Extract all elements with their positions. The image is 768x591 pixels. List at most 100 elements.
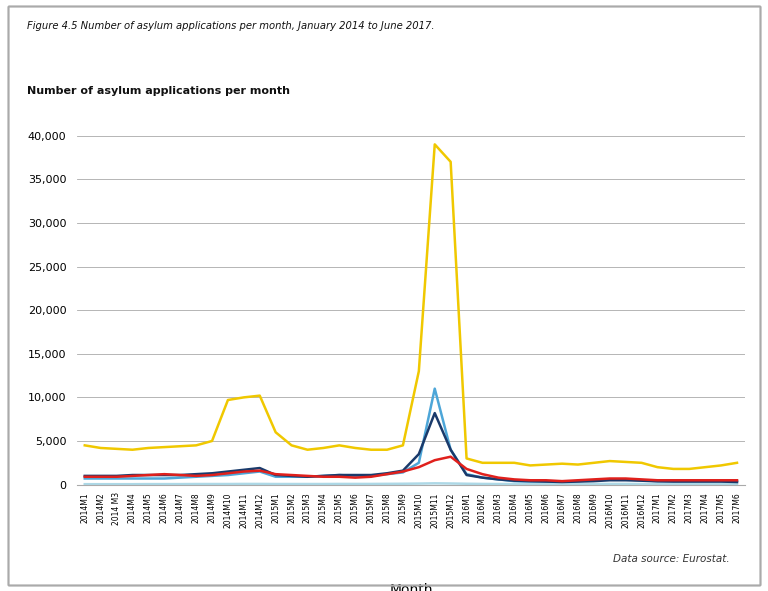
NO — [637, 477, 646, 484]
SE — [653, 463, 662, 470]
NO — [271, 472, 280, 479]
IS — [717, 480, 726, 488]
NO — [669, 478, 678, 485]
NO — [525, 478, 535, 485]
NO — [112, 472, 121, 479]
IS — [700, 480, 710, 488]
IS — [127, 480, 137, 488]
IS — [589, 480, 598, 488]
SE — [414, 368, 423, 375]
IS — [430, 480, 439, 487]
DK — [319, 473, 328, 480]
FI — [176, 474, 185, 481]
DK — [382, 470, 392, 478]
DK — [207, 472, 217, 479]
FI — [717, 478, 726, 485]
FI — [621, 476, 631, 483]
NO — [223, 468, 233, 475]
FI — [494, 476, 503, 483]
FI — [223, 472, 233, 479]
NO — [700, 478, 710, 485]
IS — [669, 480, 678, 488]
Text: Figure 4.5 Number of asylum applications per month, January 2014 to June 2017.: Figure 4.5 Number of asylum applications… — [27, 21, 435, 31]
NO — [446, 446, 455, 453]
IS — [287, 480, 296, 488]
SE — [271, 428, 280, 436]
IS — [160, 480, 169, 488]
DK — [399, 468, 408, 475]
DK — [350, 474, 359, 481]
DK — [223, 470, 233, 477]
SE — [127, 446, 137, 453]
FI — [430, 385, 439, 392]
IS — [382, 480, 392, 488]
NO — [240, 466, 249, 473]
IS — [414, 480, 423, 487]
SE — [335, 442, 344, 449]
SE — [430, 141, 439, 148]
NO — [350, 472, 359, 479]
SE — [399, 442, 408, 449]
SE — [303, 446, 312, 453]
FI — [478, 474, 487, 481]
DK — [96, 473, 105, 480]
SE — [80, 442, 89, 449]
SE — [717, 462, 726, 469]
NO — [96, 472, 105, 479]
IS — [176, 480, 185, 488]
DK — [717, 477, 726, 484]
NO — [685, 478, 694, 485]
IS — [366, 480, 376, 488]
SE — [558, 460, 567, 467]
SE — [160, 444, 169, 451]
FI — [733, 478, 742, 485]
SE — [605, 457, 614, 465]
FI — [366, 472, 376, 479]
IS — [462, 480, 472, 488]
DK — [733, 477, 742, 484]
DK — [446, 453, 455, 460]
SE — [382, 446, 392, 453]
SE — [510, 459, 519, 466]
IS — [685, 480, 694, 488]
NO — [176, 472, 185, 479]
NO — [191, 470, 200, 478]
IS — [144, 480, 153, 488]
IS — [319, 480, 328, 488]
DK — [80, 473, 89, 480]
SE — [589, 459, 598, 466]
SE — [462, 455, 472, 462]
Line: SE: SE — [84, 144, 737, 469]
NO — [335, 472, 344, 479]
NO — [319, 472, 328, 479]
Text: Data source: Eurostat.: Data source: Eurostat. — [613, 554, 730, 564]
NO — [287, 472, 296, 479]
NO — [733, 479, 742, 486]
FI — [382, 470, 392, 478]
FI — [287, 473, 296, 480]
FI — [669, 478, 678, 485]
NO — [207, 470, 217, 477]
DK — [462, 465, 472, 472]
FI — [462, 470, 472, 478]
IS — [399, 480, 408, 488]
Line: FI: FI — [84, 389, 737, 482]
FI — [271, 473, 280, 480]
SE — [685, 465, 694, 472]
DK — [700, 477, 710, 484]
NO — [541, 478, 551, 485]
SE — [525, 462, 535, 469]
NO — [717, 478, 726, 485]
DK — [414, 463, 423, 470]
IS — [637, 480, 646, 488]
FI — [319, 472, 328, 479]
SE — [494, 459, 503, 466]
FI — [160, 475, 169, 482]
FI — [303, 473, 312, 480]
IS — [303, 480, 312, 488]
IS — [558, 480, 567, 488]
FI — [96, 475, 105, 482]
DK — [430, 457, 439, 464]
SE — [319, 444, 328, 452]
IS — [494, 480, 503, 488]
